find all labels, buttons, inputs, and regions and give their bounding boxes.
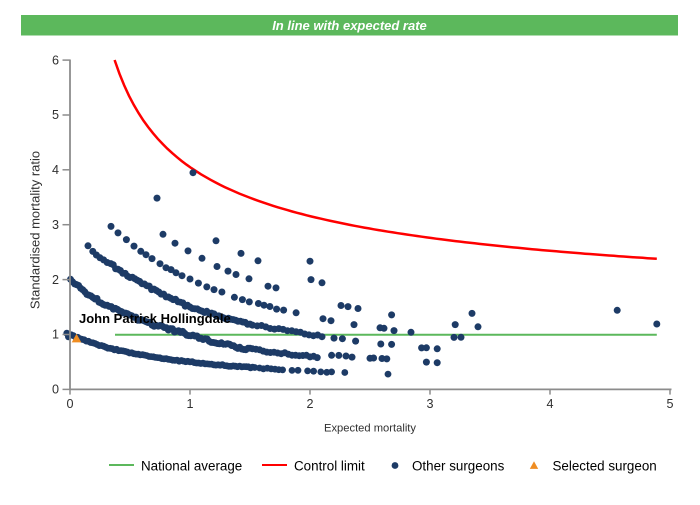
svg-text:4: 4 [52, 163, 59, 177]
svg-text:Selected surgeon: Selected surgeon [553, 458, 657, 473]
svg-text:1: 1 [186, 397, 193, 411]
svg-text:3: 3 [52, 218, 59, 232]
svg-text:0: 0 [66, 397, 73, 411]
svg-text:0: 0 [52, 383, 59, 397]
svg-text:Expected mortality: Expected mortality [324, 423, 416, 435]
svg-text:1: 1 [52, 328, 59, 342]
svg-text:John Patrick Hollingdale: John Patrick Hollingdale [79, 311, 231, 326]
svg-text:In line with expected rate: In line with expected rate [272, 18, 427, 33]
svg-text:Other surgeons: Other surgeons [412, 458, 505, 473]
svg-text:2: 2 [52, 273, 59, 287]
svg-text:National average: National average [141, 458, 242, 473]
svg-text:3: 3 [426, 397, 433, 411]
svg-text:5: 5 [52, 108, 59, 122]
svg-text:6: 6 [52, 53, 59, 67]
svg-text:5: 5 [666, 397, 673, 411]
svg-text:Standardised mortality ratio: Standardised mortality ratio [28, 151, 43, 309]
svg-text:4: 4 [546, 397, 553, 411]
svg-text:Control limit: Control limit [294, 458, 365, 473]
svg-text:2: 2 [306, 397, 313, 411]
